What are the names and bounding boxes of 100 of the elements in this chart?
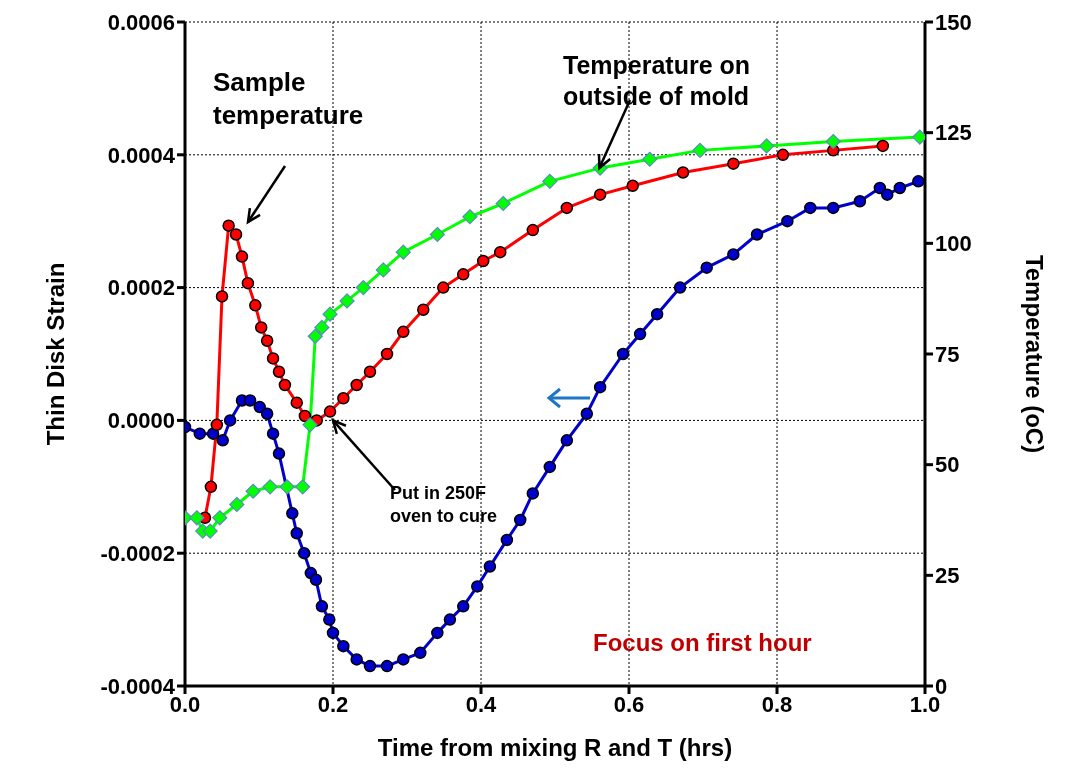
point: [380, 659, 394, 673]
y-tick-label: -0.0002: [100, 541, 175, 567]
point: [315, 600, 329, 613]
y-tick-label: 0.0004: [107, 142, 176, 168]
point: [204, 480, 218, 494]
point: [650, 307, 664, 321]
point: [727, 248, 740, 261]
point: [431, 626, 444, 640]
point: [781, 214, 794, 228]
point: [881, 188, 894, 201]
point: [676, 166, 690, 179]
point: [307, 328, 323, 344]
point: [243, 394, 257, 407]
point: [215, 290, 229, 303]
point: [495, 195, 511, 212]
y-tick-label: 0.0000: [107, 408, 175, 434]
annotation: Sample temperature: [213, 66, 365, 131]
point: [500, 533, 514, 547]
point: [314, 319, 330, 336]
y2-tick-label: 50: [935, 452, 960, 478]
y-tick-label: 0.0006: [107, 9, 175, 35]
point: [414, 646, 427, 660]
point: [279, 479, 295, 495]
point: [471, 580, 484, 593]
point: [437, 281, 450, 294]
point: [642, 151, 658, 167]
point: [626, 179, 639, 193]
point: [826, 201, 840, 215]
x-tick-label: 0.4: [465, 691, 498, 717]
point: [750, 228, 764, 241]
point: [560, 201, 574, 215]
point: [727, 157, 740, 170]
point: [216, 434, 229, 447]
point: [673, 281, 687, 294]
point: [456, 268, 470, 281]
point: [212, 510, 228, 526]
point: [322, 306, 338, 322]
point: [260, 334, 274, 347]
point: [853, 195, 867, 208]
point: [513, 513, 527, 527]
y2-tick-label: 25: [935, 563, 960, 589]
point: [776, 148, 790, 162]
point: [266, 427, 280, 440]
point: [804, 201, 817, 215]
point: [337, 639, 350, 653]
point: [297, 546, 311, 560]
point: [395, 244, 411, 260]
point: [326, 626, 340, 640]
y2-tick-label: 75: [935, 341, 960, 367]
x-tick-label: 0.8: [761, 691, 793, 717]
point: [560, 434, 574, 447]
x-tick-label: 0.6: [613, 691, 645, 717]
point: [633, 327, 647, 341]
y2-tick-label: 100: [935, 231, 972, 257]
x-axis-title: Time from mixing R and T (hrs): [377, 734, 733, 761]
point: [700, 261, 713, 274]
point: [189, 510, 205, 526]
point: [363, 365, 377, 378]
point: [241, 276, 255, 290]
point: [543, 460, 557, 474]
point: [912, 175, 925, 188]
x-tick-label: 0.2: [317, 691, 349, 717]
y2-tick-label: 150: [935, 9, 972, 35]
point: [456, 600, 470, 613]
point: [323, 613, 336, 626]
point: [397, 653, 410, 666]
y-axis-title: Thin Disk Strain: [41, 262, 69, 446]
point: [417, 303, 430, 316]
point: [272, 365, 286, 378]
point: [375, 262, 391, 278]
point: [286, 507, 299, 520]
point: [249, 299, 262, 312]
point: [483, 560, 497, 573]
point: [616, 347, 630, 361]
point: [692, 142, 708, 158]
annotation: Focus on first hour: [593, 628, 813, 658]
point: [290, 396, 303, 409]
point: [222, 219, 235, 232]
y-tick-label: 0.0002: [107, 275, 175, 301]
y2-axis-title: Temperature (oC): [1021, 254, 1049, 454]
point: [245, 483, 261, 499]
point: [876, 139, 890, 153]
point: [580, 407, 594, 421]
point: [339, 293, 355, 309]
point: [254, 321, 268, 334]
point: [443, 613, 457, 626]
point: [235, 250, 249, 263]
point: [893, 181, 907, 195]
point: [355, 280, 371, 296]
point: [526, 487, 540, 500]
point: [526, 223, 540, 237]
point: [323, 405, 337, 418]
y2-tick-label: 125: [935, 120, 972, 146]
point: [593, 188, 607, 201]
annotation: Put in 250F oven to cure: [390, 482, 499, 527]
point: [593, 380, 607, 394]
point: [278, 378, 292, 392]
point: [397, 325, 410, 339]
point: [825, 133, 841, 150]
annotation: Temperature on outside of mold: [563, 50, 752, 113]
